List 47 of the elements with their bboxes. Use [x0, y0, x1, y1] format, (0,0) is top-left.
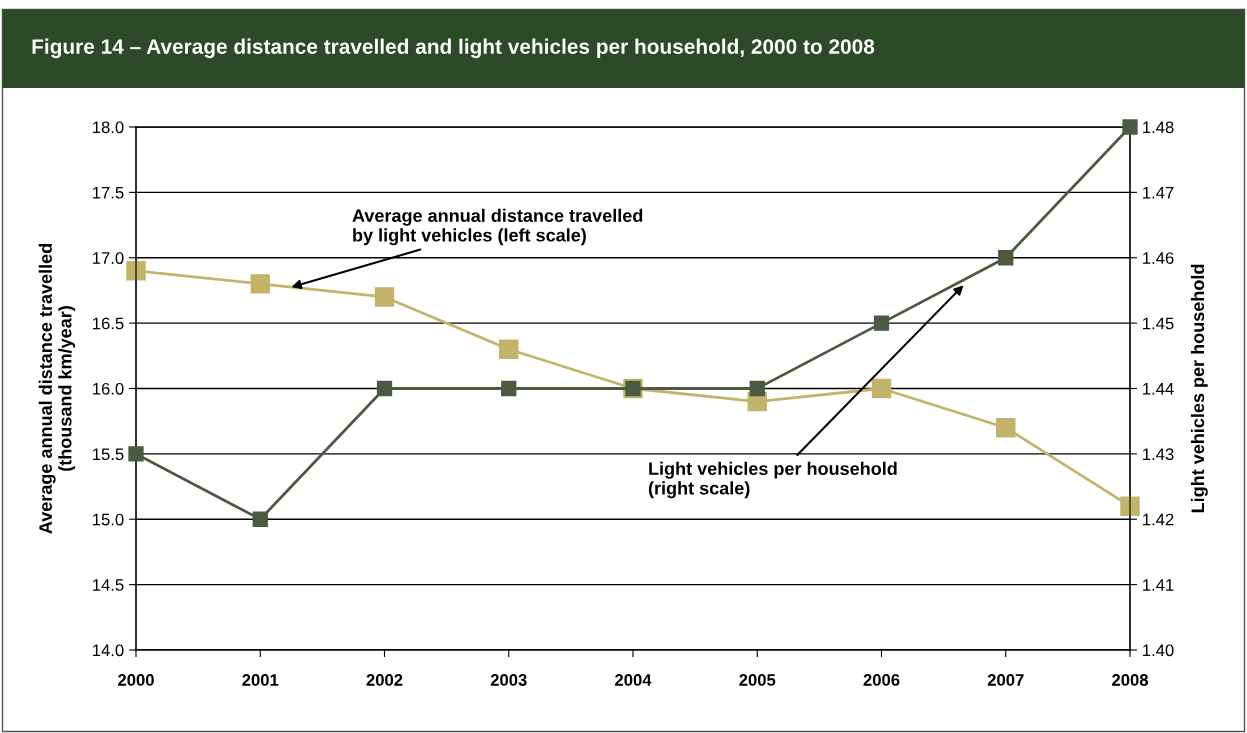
x-tick-label: 2001 — [242, 674, 279, 686]
x-tick-label: 2008 — [1112, 674, 1149, 686]
x-tick-label: 2007 — [987, 674, 1024, 686]
y2-tick-label: 1.42 — [1143, 513, 1174, 526]
x-tick-label: 2005 — [739, 674, 776, 686]
point — [996, 418, 1016, 438]
y2-axis-title: Light vehicles per household — [1190, 264, 1208, 513]
point — [501, 380, 517, 397]
y-tick-label: 16.0 — [93, 382, 124, 395]
point — [499, 339, 519, 359]
point — [252, 511, 268, 527]
point — [250, 274, 270, 294]
point — [374, 287, 395, 307]
y2-tick-label: 1.47 — [1143, 186, 1174, 199]
point — [871, 378, 892, 399]
annotation: Average annual distance travelled by light vehicles (left scale) — [352, 208, 643, 246]
x-tick-label: 2003 — [490, 674, 527, 686]
y-tick-label: 14.0 — [93, 644, 124, 657]
y-tick-label: 16.5 — [93, 317, 124, 330]
point — [126, 261, 146, 281]
point — [873, 315, 890, 331]
y2-tick-label: 1.46 — [1143, 252, 1174, 264]
x-tick-label: 2006 — [863, 674, 900, 686]
x-tick-label: 2000 — [118, 674, 154, 686]
point — [749, 380, 765, 397]
y2-tick-label: 1.48 — [1143, 121, 1174, 134]
y2-tick-label: 1.44 — [1143, 383, 1174, 395]
y2-tick-label: 1.43 — [1143, 448, 1174, 461]
annotation: Light vehicles per household (right scale) — [648, 461, 897, 499]
x-tick-label: 2004 — [615, 674, 652, 686]
y-tick-label: 15.5 — [93, 448, 124, 461]
y-axis-title: Average annual distance travelled (thousand km/year) — [38, 244, 76, 534]
chart-title: Figure 14 – Average distance travelled and light vehicles per household, 2000 to 2008 — [32, 38, 875, 59]
y2-tick-label: 1.40 — [1143, 644, 1174, 657]
y-tick-label: 18.0 — [93, 121, 124, 134]
y2-tick-label: 1.41 — [1143, 579, 1174, 591]
y-tick-label: 17.5 — [93, 186, 124, 199]
point — [1122, 119, 1138, 135]
point — [1120, 496, 1140, 516]
y2-tick-label: 1.45 — [1143, 317, 1174, 330]
point — [998, 250, 1014, 266]
y-tick-label: 15.0 — [93, 513, 124, 526]
x-tick-label: 2002 — [366, 674, 403, 686]
y-tick-label: 17.0 — [93, 252, 124, 264]
point — [376, 380, 393, 397]
y-tick-label: 14.5 — [93, 579, 124, 591]
point — [128, 446, 144, 462]
